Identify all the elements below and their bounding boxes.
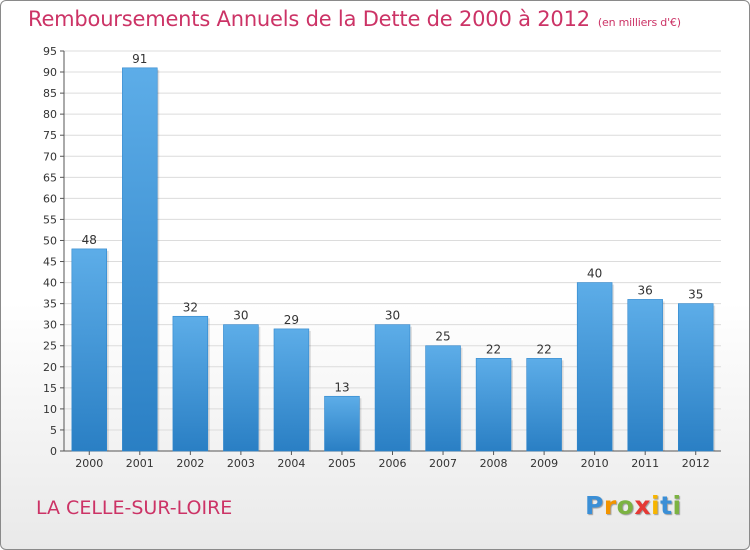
y-tick-label: 85 bbox=[43, 87, 57, 100]
y-tick-label: 55 bbox=[43, 213, 57, 226]
value-label-2004: 29 bbox=[284, 313, 299, 327]
x-tick-label-2009: 2009 bbox=[530, 457, 558, 470]
commune-name: LA CELLE-SUR-LOIRE bbox=[36, 497, 233, 519]
bar-2006 bbox=[374, 324, 411, 452]
value-label-2007: 25 bbox=[435, 330, 450, 344]
brand-letter: x bbox=[634, 491, 651, 520]
bar-2002 bbox=[172, 315, 209, 452]
value-label-2002: 32 bbox=[183, 300, 198, 314]
y-tick-label: 15 bbox=[43, 382, 57, 395]
x-tick-label-2010: 2010 bbox=[581, 457, 609, 470]
y-tick-label: 30 bbox=[43, 319, 57, 332]
value-label-2000: 48 bbox=[82, 233, 97, 247]
y-tick-label: 70 bbox=[43, 150, 57, 163]
x-tick-label-2004: 2004 bbox=[277, 457, 305, 470]
x-tick-label-2006: 2006 bbox=[379, 457, 407, 470]
y-tick-label: 75 bbox=[43, 129, 57, 142]
y-tick-label: 95 bbox=[43, 45, 57, 58]
x-tick-label-2007: 2007 bbox=[429, 457, 457, 470]
bar-2005 bbox=[324, 395, 360, 452]
bar-2009 bbox=[526, 358, 562, 452]
bar-2004 bbox=[273, 328, 310, 452]
value-label-2006: 30 bbox=[385, 309, 400, 323]
brand-letter: i bbox=[672, 491, 682, 520]
y-tick-label: 80 bbox=[43, 108, 57, 121]
value-label-2005: 13 bbox=[334, 380, 349, 394]
bar-2012 bbox=[677, 303, 714, 452]
x-tick-label-2011: 2011 bbox=[631, 457, 659, 470]
brand-letter: o bbox=[616, 491, 635, 520]
x-tick-label-2005: 2005 bbox=[328, 457, 356, 470]
x-tick-label-2000: 2000 bbox=[75, 457, 103, 470]
y-tick-label: 25 bbox=[43, 340, 57, 353]
brand-letter: t bbox=[660, 491, 673, 520]
brand-letter: r bbox=[603, 491, 617, 520]
bar-2011 bbox=[627, 299, 663, 452]
chart-title-text: Remboursements Annuels de la Dette de 20… bbox=[28, 7, 590, 31]
bar-2000 bbox=[71, 248, 108, 452]
y-tick-label: 20 bbox=[43, 361, 57, 374]
y-tick-label: 35 bbox=[43, 298, 57, 311]
labels: 0 5 10 15 20 25 30 35 40 45 50 55 60 65 70 75 80 85 90 95 48… bbox=[43, 45, 710, 470]
value-label-2003: 30 bbox=[233, 309, 248, 323]
chart-title: Remboursements Annuels de la Dette de 20… bbox=[28, 7, 681, 31]
value-label-2010: 40 bbox=[587, 267, 602, 281]
y-tick-label: 60 bbox=[43, 192, 57, 205]
brand-letter: i bbox=[651, 491, 661, 520]
value-label-2008: 22 bbox=[486, 342, 501, 356]
y-tick-label: 0 bbox=[50, 445, 57, 458]
value-label-2001: 91 bbox=[132, 52, 147, 66]
y-tick-label: 90 bbox=[43, 66, 57, 79]
x-tick-label-2003: 2003 bbox=[227, 457, 255, 470]
value-label-2011: 36 bbox=[638, 283, 653, 297]
y-tick-label: 10 bbox=[43, 403, 57, 416]
bar-2007 bbox=[425, 345, 461, 452]
x-tick-label-2001: 2001 bbox=[126, 457, 154, 470]
bar-2001 bbox=[122, 67, 158, 452]
y-tick-label: 65 bbox=[43, 171, 57, 184]
y-tick-label: 45 bbox=[43, 256, 57, 269]
x-tick-label-2012: 2012 bbox=[682, 457, 710, 470]
value-label-2012: 35 bbox=[688, 288, 703, 302]
x-tick-label-2008: 2008 bbox=[480, 457, 508, 470]
x-tick-label-2002: 2002 bbox=[176, 457, 204, 470]
y-tick-label: 50 bbox=[43, 234, 57, 247]
value-label-2009: 22 bbox=[536, 342, 551, 356]
bar-2008 bbox=[475, 358, 512, 452]
y-tick-label: 40 bbox=[43, 277, 57, 290]
brand-letter: P bbox=[585, 491, 604, 520]
bar-2003 bbox=[223, 324, 259, 452]
y-tick-label: 5 bbox=[50, 424, 57, 437]
chart-subtitle: (en milliers d'€) bbox=[597, 16, 681, 29]
bar-2010 bbox=[576, 282, 613, 452]
bars bbox=[71, 67, 716, 452]
brand-logo: Proxiti bbox=[585, 491, 682, 520]
